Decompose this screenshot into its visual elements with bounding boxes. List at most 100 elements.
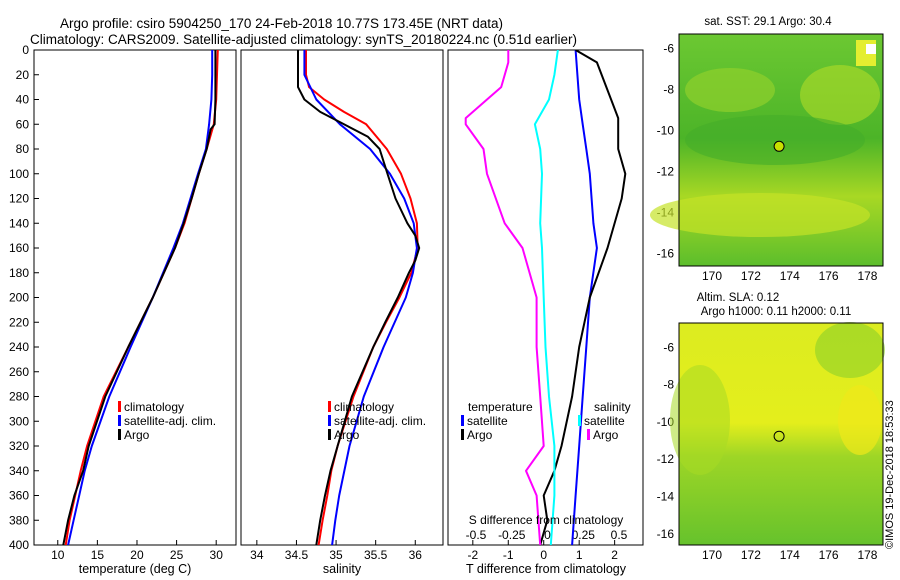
x-tick-label: 34.5 xyxy=(285,548,309,562)
map-y-tick-label: -12 xyxy=(657,165,675,179)
sst-map-frame xyxy=(678,33,884,267)
sst-warm-patch xyxy=(800,65,880,125)
y-tick-label: 100 xyxy=(9,167,29,181)
argo-float-marker xyxy=(773,430,785,442)
y-tick-label: 300 xyxy=(9,414,29,428)
map-y-tick-label: -6 xyxy=(663,41,674,55)
map-x-tick-label: 178 xyxy=(857,269,877,283)
map-x-tick-label: 170 xyxy=(702,548,722,562)
panel-2-series xyxy=(464,50,627,545)
series-line-salinity-satellite xyxy=(533,50,559,545)
map-x-tick-label: 176 xyxy=(819,548,839,562)
top-x-tick-label: -0.25 xyxy=(498,528,526,542)
salinity-legend: climatology satellite-adj. clim. Argo xyxy=(328,400,426,442)
legend-swatch-temp-satellite xyxy=(461,415,464,426)
argo-float-marker xyxy=(773,140,785,152)
y-tick-label: 400 xyxy=(9,538,29,552)
series-line-temperature-argo xyxy=(539,50,627,545)
legend-argo: Argo xyxy=(124,428,150,442)
series-line-argo xyxy=(297,50,421,545)
sst-cool-band xyxy=(685,115,865,165)
x-tick-label: -1 xyxy=(503,548,514,562)
legend-satellite: satellite-adj. clim. xyxy=(334,414,426,428)
y-tick-label: 180 xyxy=(9,266,29,280)
legend-swatch-climatology xyxy=(118,401,121,412)
series-line-temperature-satellite xyxy=(571,50,598,545)
legend-climatology: climatology xyxy=(334,400,394,414)
legend-temp-satellite: satellite xyxy=(467,414,508,428)
top-x-tick-label: 0.5 xyxy=(611,528,628,542)
series-line-satellite-adj-clim- xyxy=(303,50,418,545)
map-x-tick-label: 170 xyxy=(702,269,722,283)
map-y-tick-label: -8 xyxy=(663,378,674,392)
x-tick-label: 20 xyxy=(130,548,144,562)
x-tick-label: 35 xyxy=(329,548,343,562)
top-x-tick-label: 0 xyxy=(544,528,551,542)
sla-map-title: Altim. SLA: 0.12 xyxy=(697,292,779,304)
sla-map-subtitle: Argo h1000: 0.11 h2000: 0.11 xyxy=(701,306,851,318)
sla-map-frame xyxy=(678,322,884,546)
difference-legend: temperature satellite Argo salinity sate… xyxy=(461,400,631,442)
map-y-tick-label: -8 xyxy=(663,82,674,96)
y-tick-label: 380 xyxy=(9,513,29,527)
legend-sal-argo: Argo xyxy=(593,428,619,442)
sla-low-patch xyxy=(670,365,730,475)
y-tick-label: 280 xyxy=(9,390,29,404)
sla-high-patch xyxy=(838,385,882,455)
y-tick-label: 360 xyxy=(9,489,29,503)
header-line-1: Argo profile: csiro 5904250_170 24-Feb-2… xyxy=(60,16,503,31)
x-tick-label: -2 xyxy=(467,548,478,562)
legend-satellite: satellite-adj. clim. xyxy=(124,414,216,428)
legend-temperature-heading: temperature xyxy=(468,400,533,414)
header-line-2: Climatology: CARS2009. Satellite-adjuste… xyxy=(30,32,577,47)
legend-argo: Argo xyxy=(334,428,360,442)
map-x-tick-label: 178 xyxy=(857,548,877,562)
salinity-difference-top-label: S difference from climatology xyxy=(469,513,624,527)
y-tick-label: 40 xyxy=(16,93,30,107)
legend-swatch-argo xyxy=(118,429,121,440)
series-line-salinity-argo xyxy=(464,50,545,545)
legend-salinity-heading: salinity xyxy=(594,400,631,414)
map-y-tick-label: -10 xyxy=(657,123,675,137)
temperature-legend: climatology satellite-adj. clim. Argo xyxy=(118,400,216,442)
map-y-tick-label: -12 xyxy=(657,452,675,466)
series-line-argo xyxy=(62,50,217,545)
legend-swatch-sal-argo xyxy=(587,429,590,440)
sst-map-title: sat. SST: 29.1 Argo: 30.4 xyxy=(704,16,832,28)
y-tick-label: 60 xyxy=(16,117,30,131)
temperature-panel-frame xyxy=(33,49,237,546)
x-tick-label: 15 xyxy=(91,548,105,562)
top-x-tick-label: 0.25 xyxy=(572,528,596,542)
panel-1-series xyxy=(297,50,421,545)
map-y-tick-label: -16 xyxy=(657,527,675,541)
imos-watermark: ©IMOS 19-Dec-2018 18:53:33 xyxy=(884,400,896,549)
map-y-tick-label: -10 xyxy=(657,415,675,429)
x-tick-label: 30 xyxy=(210,548,224,562)
map-y-tick-label: -14 xyxy=(657,489,675,503)
legend-swatch-temp-argo xyxy=(461,429,464,440)
x-tick-label: 0 xyxy=(540,548,547,562)
legend-swatch-satellite xyxy=(328,415,331,426)
sla-map xyxy=(670,322,885,546)
panel-0-series xyxy=(62,50,219,545)
y-tick-label: 80 xyxy=(16,142,30,156)
legend-swatch-climatology xyxy=(328,401,331,412)
legend-sal-satellite: satellite xyxy=(584,414,625,428)
temperature-x-label: temperature (deg C) xyxy=(79,562,192,576)
y-tick-label: 340 xyxy=(9,464,29,478)
y-tick-label: 20 xyxy=(16,68,30,82)
map-y-tick-label: -16 xyxy=(657,247,675,261)
y-tick-label: 220 xyxy=(9,315,29,329)
map-x-tick-label: 172 xyxy=(741,269,761,283)
map-y-tick-label: -6 xyxy=(663,340,674,354)
y-tick-label: 160 xyxy=(9,241,29,255)
sst-map xyxy=(650,33,884,267)
legend-swatch-argo xyxy=(328,429,331,440)
legend-swatch-sal-satellite xyxy=(578,415,581,426)
x-tick-label: 25 xyxy=(170,548,184,562)
x-tick-label: 10 xyxy=(51,548,65,562)
difference-panel-frame xyxy=(447,49,644,546)
y-tick-label: 140 xyxy=(9,216,29,230)
y-tick-label: 240 xyxy=(9,340,29,354)
